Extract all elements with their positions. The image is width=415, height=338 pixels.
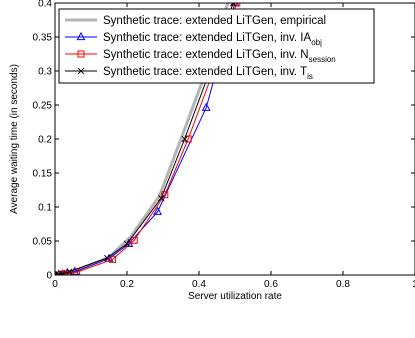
legend-swatch-marker [76,31,86,41]
legend-label-subscript: obj [311,38,322,47]
series-1-point-4 [70,266,80,275]
legend-item-1: Synthetic trace: extended LiTGen, inv. I… [65,31,322,47]
y-tick-label: 0.25 [33,101,53,112]
series-3-point-6 [158,195,165,202]
legend-label: Synthetic trace: extended LiTGen, inv. N… [103,49,336,64]
legend-item-3: Synthetic trace: extended LiTGen, inv. T… [65,66,313,81]
series-3-point-4 [104,254,111,262]
y-tick-label: 0.15 [33,169,53,180]
legend-label: Synthetic trace: extended LiTGen, empiri… [103,15,326,27]
y-tick-label: 0.2 [38,135,52,146]
y-tick-label: 0.4 [38,0,52,10]
series-2-point-5 [130,236,138,244]
legend-item-0: Synthetic trace: extended LiTGen, empiri… [65,15,326,27]
legend-label: Synthetic trace: extended LiTGen, inv. I… [103,32,322,47]
x-tick-label: 0.4 [192,279,206,290]
legend-label-subscript: is [307,72,313,81]
legend-label-main: Synthetic trace: extended LiTGen, empiri… [103,15,326,27]
y-tick-label: 0.05 [33,237,53,248]
series-3-point-2 [59,270,66,275]
series-2-point-9 [233,3,241,7]
legend-item-2: Synthetic trace: extended LiTGen, inv. N… [65,49,336,64]
legend-swatch-marker [77,50,85,58]
x-tick-label: 0.2 [120,279,134,290]
series-3-point-5 [123,240,131,247]
legend-box [58,8,375,84]
x-axis-label: Server utilization rate [188,291,282,302]
legend-label-main: Synthetic trace: extended LiTGen, inv. T [103,66,307,78]
series-line-2 [56,3,238,275]
series-line-3 [55,3,234,275]
legend-swatch-marker [77,67,85,75]
series-2-point-6 [161,191,169,199]
legend-label: Synthetic trace: extended LiTGen, inv. T… [103,66,313,81]
legend-label-main: Synthetic trace: extended LiTGen, inv. N [103,49,309,61]
y-tick-label: 0 [46,271,52,282]
y-tick-label: 0.3 [38,67,52,78]
y-tick-label: 0.1 [38,203,52,214]
legend-label-main: Synthetic trace: extended LiTGen, inv. I… [103,32,312,44]
x-tick-label: 0.6 [264,279,278,290]
x-tick-label: 0.8 [336,279,350,290]
x-tick-label: 1 [412,279,415,290]
y-axis-label: Average waiting time (in seconds) [9,64,20,214]
series-3-point-3 [66,268,73,275]
series-3-point-7 [181,135,188,143]
series-2-point-4 [109,255,117,263]
x-tick-label: 0 [52,279,58,290]
legend-label-subscript: session [309,55,336,64]
y-tick-label: 0.35 [33,33,53,44]
series-1-point-8 [201,102,211,111]
series-3-point-9 [230,3,237,7]
series-1-point-7 [153,206,163,215]
